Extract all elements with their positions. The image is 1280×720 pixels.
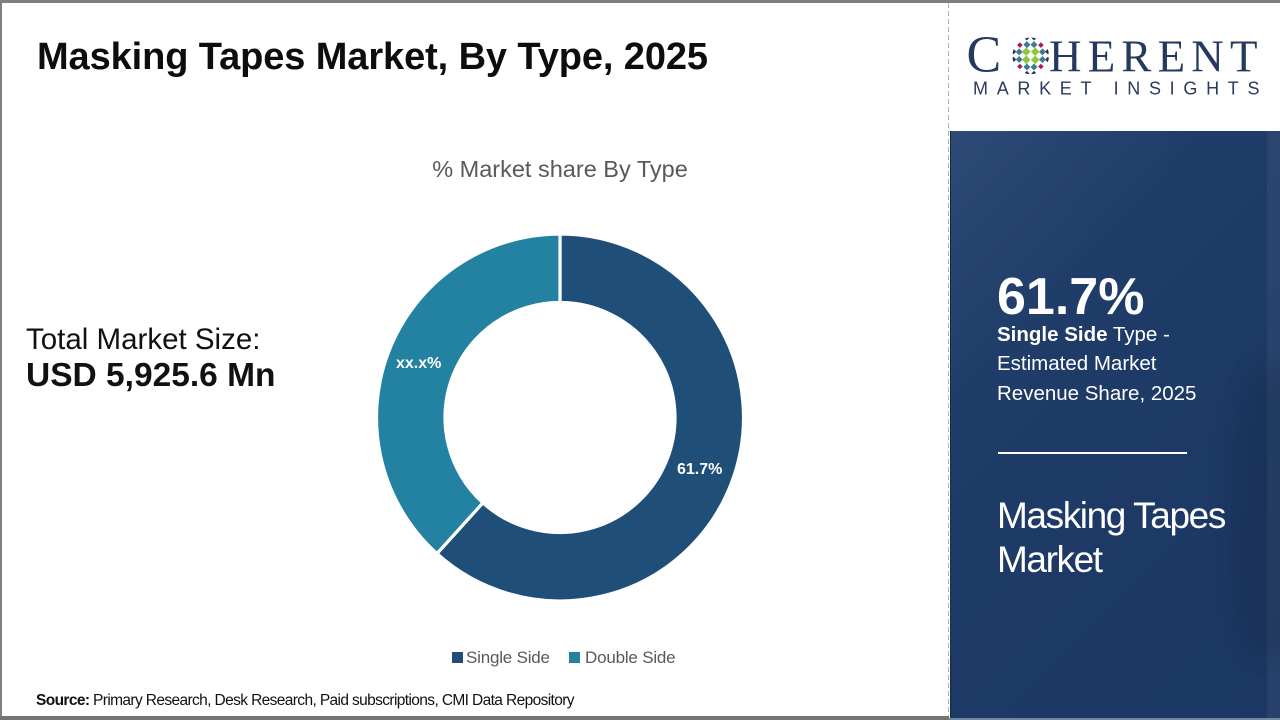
svg-text:C: C — [967, 27, 1002, 84]
svg-text:MARKET INSIGHTS: MARKET INSIGHTS — [973, 79, 1268, 99]
svg-text:HERENT: HERENT — [1049, 32, 1264, 82]
